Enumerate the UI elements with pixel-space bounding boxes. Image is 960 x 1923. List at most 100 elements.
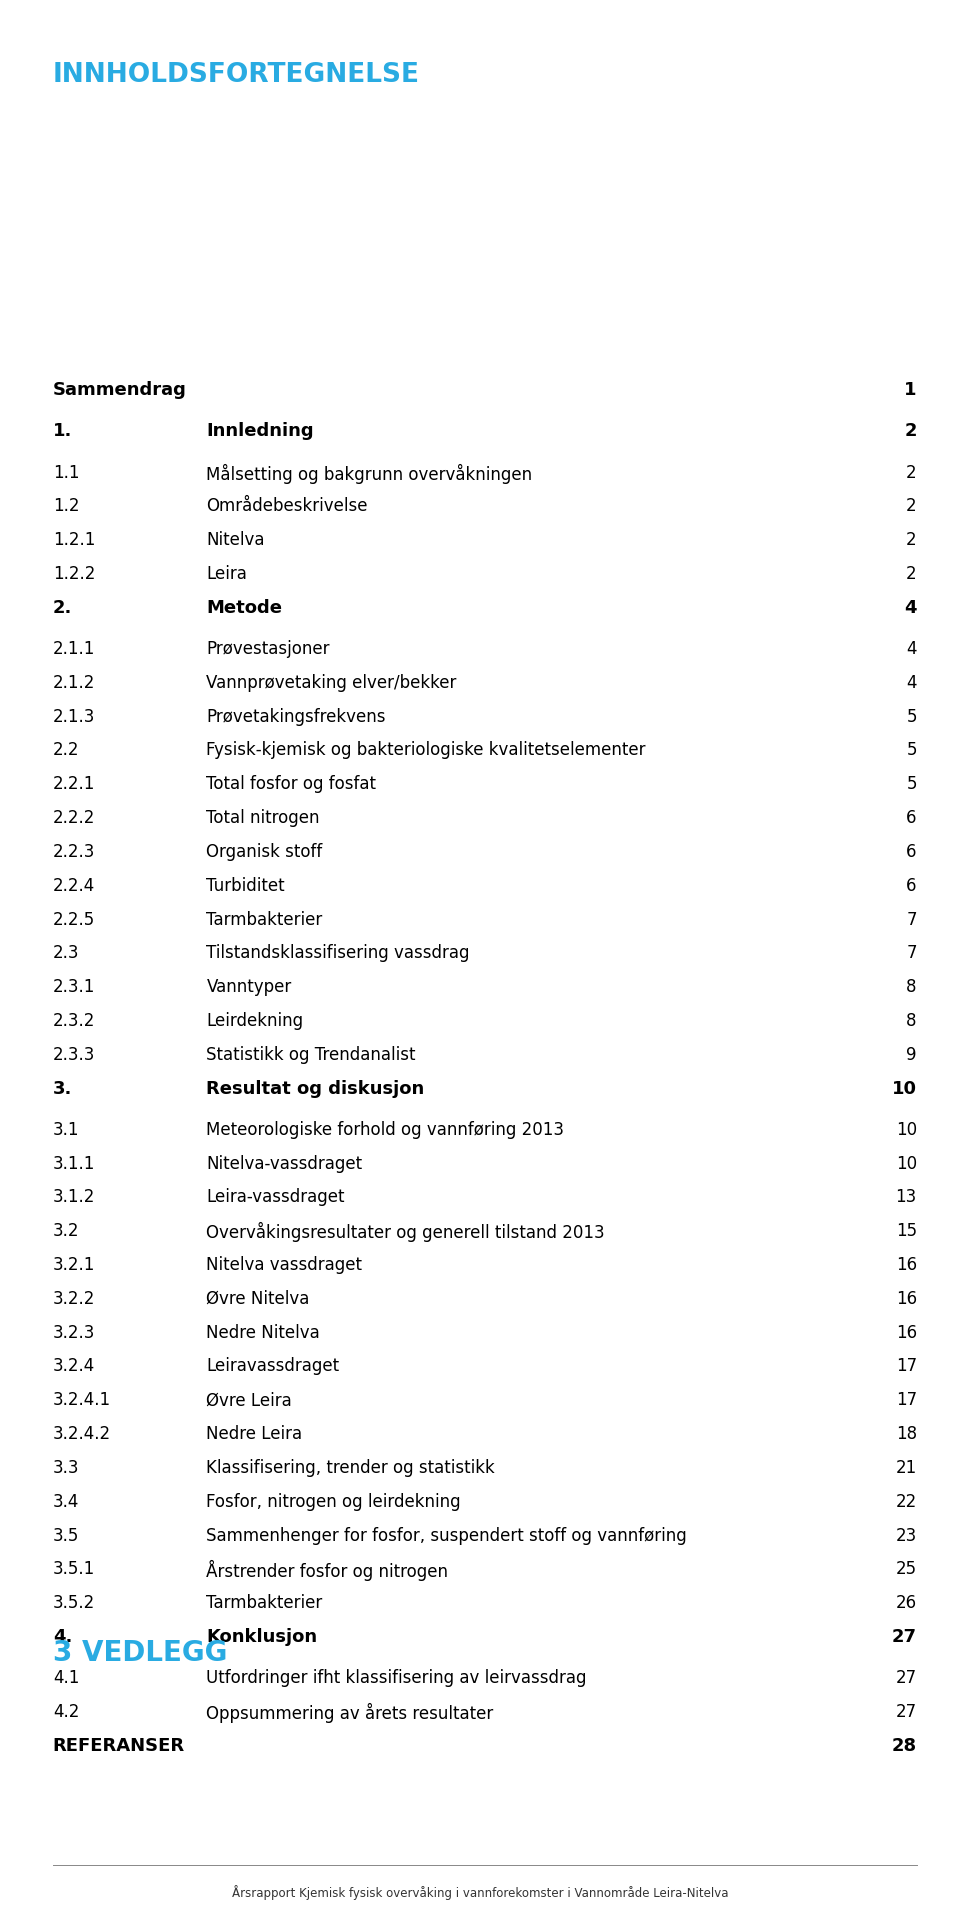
Text: Målsetting og bakgrunn overvåkningen: Målsetting og bakgrunn overvåkningen xyxy=(206,463,533,483)
Text: Vannprøvetaking elver/bekker: Vannprøvetaking elver/bekker xyxy=(206,673,457,692)
Text: 17: 17 xyxy=(896,1358,917,1375)
Text: 21: 21 xyxy=(896,1458,917,1477)
Text: 3.2.2: 3.2.2 xyxy=(53,1288,95,1308)
Text: 4: 4 xyxy=(904,598,917,617)
Text: 1.: 1. xyxy=(53,421,72,440)
Text: 22: 22 xyxy=(896,1492,917,1510)
Text: 3.4: 3.4 xyxy=(53,1492,79,1510)
Text: 13: 13 xyxy=(896,1188,917,1206)
Text: INNHOLDSFORTEGNELSE: INNHOLDSFORTEGNELSE xyxy=(53,62,420,88)
Text: 2: 2 xyxy=(906,496,917,515)
Text: 2: 2 xyxy=(906,531,917,548)
Text: 27: 27 xyxy=(896,1702,917,1721)
Text: 2.3.1: 2.3.1 xyxy=(53,977,95,996)
Text: 6: 6 xyxy=(906,810,917,827)
Text: 6: 6 xyxy=(906,877,917,894)
Text: Meteorologiske forhold og vannføring 2013: Meteorologiske forhold og vannføring 201… xyxy=(206,1121,564,1138)
Text: 15: 15 xyxy=(896,1221,917,1240)
Text: 2.1.3: 2.1.3 xyxy=(53,708,95,725)
Text: Øvre Leira: Øvre Leira xyxy=(206,1390,292,1408)
Text: 1.2.1: 1.2.1 xyxy=(53,531,95,548)
Text: 17: 17 xyxy=(896,1390,917,1408)
Text: Nedre Nitelva: Nedre Nitelva xyxy=(206,1323,320,1340)
Text: 2.2.1: 2.2.1 xyxy=(53,775,95,792)
Text: 25: 25 xyxy=(896,1560,917,1577)
Text: Øvre Nitelva: Øvre Nitelva xyxy=(206,1288,310,1308)
Text: 1: 1 xyxy=(904,381,917,398)
Text: Utfordringer ifht klassifisering av leirvassdrag: Utfordringer ifht klassifisering av leir… xyxy=(206,1669,587,1686)
Text: Metode: Metode xyxy=(206,598,282,617)
Text: Nitelva vassdraget: Nitelva vassdraget xyxy=(206,1256,362,1273)
Text: Total fosfor og fosfat: Total fosfor og fosfat xyxy=(206,775,376,792)
Text: 16: 16 xyxy=(896,1323,917,1340)
Text: 4.2: 4.2 xyxy=(53,1702,79,1721)
Text: Nitelva-vassdraget: Nitelva-vassdraget xyxy=(206,1154,363,1171)
Text: 18: 18 xyxy=(896,1425,917,1442)
Text: 3 VEDLEGG: 3 VEDLEGG xyxy=(53,1638,228,1667)
Text: Innledning: Innledning xyxy=(206,421,314,440)
Text: Sammenhenger for fosfor, suspendert stoff og vannføring: Sammenhenger for fosfor, suspendert stof… xyxy=(206,1525,687,1544)
Text: 4: 4 xyxy=(906,673,917,692)
Text: 8: 8 xyxy=(906,1011,917,1029)
Text: 27: 27 xyxy=(896,1669,917,1686)
Text: Konklusjon: Konklusjon xyxy=(206,1627,318,1644)
Text: Tarmbakterier: Tarmbakterier xyxy=(206,910,323,929)
Text: 7: 7 xyxy=(906,910,917,929)
Text: Årstrender fosfor og nitrogen: Årstrender fosfor og nitrogen xyxy=(206,1560,448,1581)
Text: Leira-vassdraget: Leira-vassdraget xyxy=(206,1188,345,1206)
Text: 1.2: 1.2 xyxy=(53,496,80,515)
Text: 1.1: 1.1 xyxy=(53,463,80,481)
Text: Prøvetakingsfrekvens: Prøvetakingsfrekvens xyxy=(206,708,386,725)
Text: 16: 16 xyxy=(896,1256,917,1273)
Text: 5: 5 xyxy=(906,740,917,760)
Text: 3.2.4.1: 3.2.4.1 xyxy=(53,1390,111,1408)
Text: 3.1.1: 3.1.1 xyxy=(53,1154,95,1171)
Text: Sammendrag: Sammendrag xyxy=(53,381,186,398)
Text: 2.2.5: 2.2.5 xyxy=(53,910,95,929)
Text: 2.: 2. xyxy=(53,598,72,617)
Text: Fysisk-kjemisk og bakteriologiske kvalitetselementer: Fysisk-kjemisk og bakteriologiske kvalit… xyxy=(206,740,646,760)
Text: 2: 2 xyxy=(906,565,917,583)
Text: 5: 5 xyxy=(906,775,917,792)
Text: Oppsummering av årets resultater: Oppsummering av årets resultater xyxy=(206,1702,493,1723)
Text: Turbiditet: Turbiditet xyxy=(206,877,285,894)
Text: Leira: Leira xyxy=(206,565,248,583)
Text: 6: 6 xyxy=(906,842,917,860)
Text: 2.1.1: 2.1.1 xyxy=(53,640,95,658)
Text: 2: 2 xyxy=(906,463,917,481)
Text: 3.5.2: 3.5.2 xyxy=(53,1594,95,1611)
Text: 3.5.1: 3.5.1 xyxy=(53,1560,95,1577)
Text: Årsrapport Kjemisk fysisk overvåking i vannforekomster i Vannområde Leira-Nitelv: Årsrapport Kjemisk fysisk overvåking i v… xyxy=(231,1885,729,1900)
Text: Klassifisering, trender og statistikk: Klassifisering, trender og statistikk xyxy=(206,1458,495,1477)
Text: Vanntyper: Vanntyper xyxy=(206,977,292,996)
Text: 5: 5 xyxy=(906,708,917,725)
Text: 3.2.4: 3.2.4 xyxy=(53,1358,95,1375)
Text: 7: 7 xyxy=(906,944,917,962)
Text: 23: 23 xyxy=(896,1525,917,1544)
Text: 9: 9 xyxy=(906,1046,917,1063)
Text: 3.3: 3.3 xyxy=(53,1458,80,1477)
Text: 2.2: 2.2 xyxy=(53,740,80,760)
Text: 4: 4 xyxy=(906,640,917,658)
Text: Resultat og diskusjon: Resultat og diskusjon xyxy=(206,1079,424,1096)
Text: 2.2.2: 2.2.2 xyxy=(53,810,95,827)
Text: Organisk stoff: Organisk stoff xyxy=(206,842,323,860)
Text: 3.2.3: 3.2.3 xyxy=(53,1323,95,1340)
Text: Total nitrogen: Total nitrogen xyxy=(206,810,320,827)
Text: Statistikk og Trendanalist: Statistikk og Trendanalist xyxy=(206,1046,416,1063)
Text: 1.2.2: 1.2.2 xyxy=(53,565,95,583)
Text: 26: 26 xyxy=(896,1594,917,1611)
Text: 2.2.4: 2.2.4 xyxy=(53,877,95,894)
Text: Områdebeskrivelse: Områdebeskrivelse xyxy=(206,496,368,515)
Text: Nitelva: Nitelva xyxy=(206,531,265,548)
Text: 2.1.2: 2.1.2 xyxy=(53,673,95,692)
Text: Leirdekning: Leirdekning xyxy=(206,1011,303,1029)
Text: 8: 8 xyxy=(906,977,917,996)
Text: Tilstandsklassifisering vassdrag: Tilstandsklassifisering vassdrag xyxy=(206,944,469,962)
Text: 2.3.2: 2.3.2 xyxy=(53,1011,95,1029)
Text: Tarmbakterier: Tarmbakterier xyxy=(206,1594,323,1611)
Text: 2.3: 2.3 xyxy=(53,944,80,962)
Text: 3.2.4.2: 3.2.4.2 xyxy=(53,1425,111,1442)
Text: 10: 10 xyxy=(896,1154,917,1171)
Text: 3.2: 3.2 xyxy=(53,1221,80,1240)
